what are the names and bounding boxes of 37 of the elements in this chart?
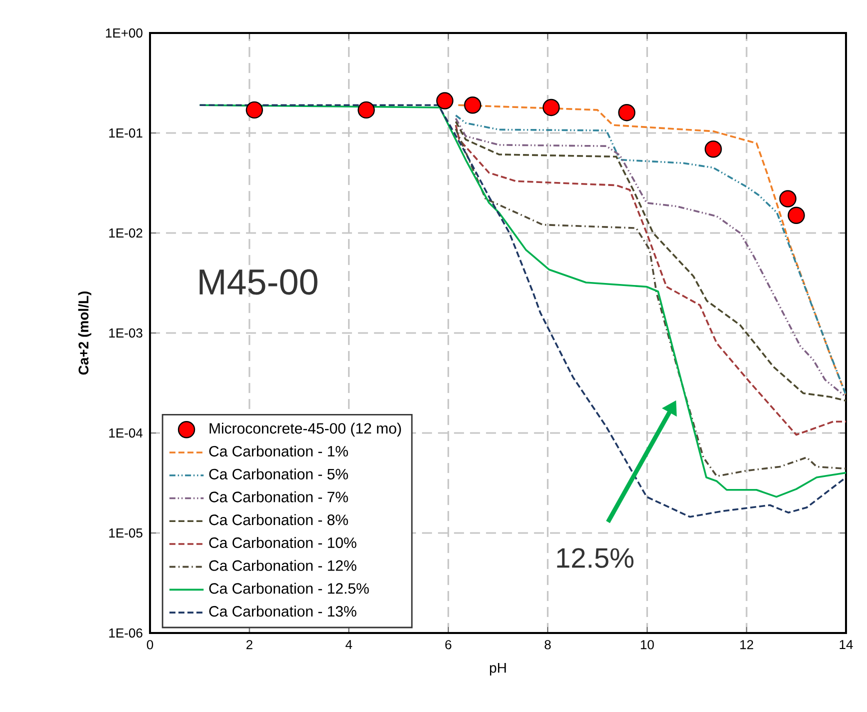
point bbox=[358, 101, 375, 119]
y-tick-label: 1E-01 bbox=[109, 128, 142, 138]
point bbox=[704, 140, 722, 158]
annotation: 12.5% bbox=[557, 548, 634, 568]
point bbox=[788, 206, 805, 224]
legend-label: Ca Carbonation - 10% bbox=[209, 537, 356, 548]
x-tick-label: 8 bbox=[544, 640, 551, 650]
x-tick-label: 14 bbox=[840, 640, 853, 650]
y-tick-label: 1E-06 bbox=[109, 628, 142, 638]
x-tick-label: 10 bbox=[640, 640, 654, 650]
point bbox=[618, 104, 636, 122]
legend-label: Ca Carbonation - 12.5% bbox=[209, 582, 369, 594]
y-tick-label: 1E-05 bbox=[109, 528, 142, 538]
x-tick-label: 12 bbox=[740, 640, 754, 650]
legend-label: Ca Carbonation - 8% bbox=[209, 514, 348, 526]
point bbox=[542, 98, 560, 116]
annotation: M45-00 bbox=[200, 269, 318, 295]
x-tick-label: 2 bbox=[246, 640, 252, 650]
legend-label: Ca Carbonation - 7% bbox=[209, 491, 348, 502]
point bbox=[246, 101, 264, 119]
point bbox=[779, 190, 796, 208]
y-axis-title: Ca+2 (mol/L) bbox=[78, 292, 92, 375]
legend-label: Ca Carbonation - 13% bbox=[209, 606, 356, 617]
point bbox=[436, 92, 454, 110]
y-tick-label: 1E+00 bbox=[106, 28, 142, 38]
point bbox=[464, 96, 482, 114]
x-axis-title: pH bbox=[490, 663, 506, 676]
x-tick-label: 0 bbox=[146, 640, 154, 650]
y-tick-label: 1E-04 bbox=[109, 428, 143, 438]
legend-label: Ca Carbonation - 12% bbox=[209, 560, 356, 571]
legend-label: Ca Carbonation - 5% bbox=[209, 468, 348, 480]
y-tick-label: 1E-02 bbox=[109, 228, 142, 238]
legend-label: Ca Carbonation - 1% bbox=[209, 446, 348, 457]
y-tick-label: 1E-03 bbox=[109, 328, 142, 338]
x-tick-label: 6 bbox=[445, 640, 452, 650]
legend-label: Microconcrete-45-00 (12 mo) bbox=[210, 422, 401, 437]
x-tick-label: 4 bbox=[346, 640, 352, 650]
